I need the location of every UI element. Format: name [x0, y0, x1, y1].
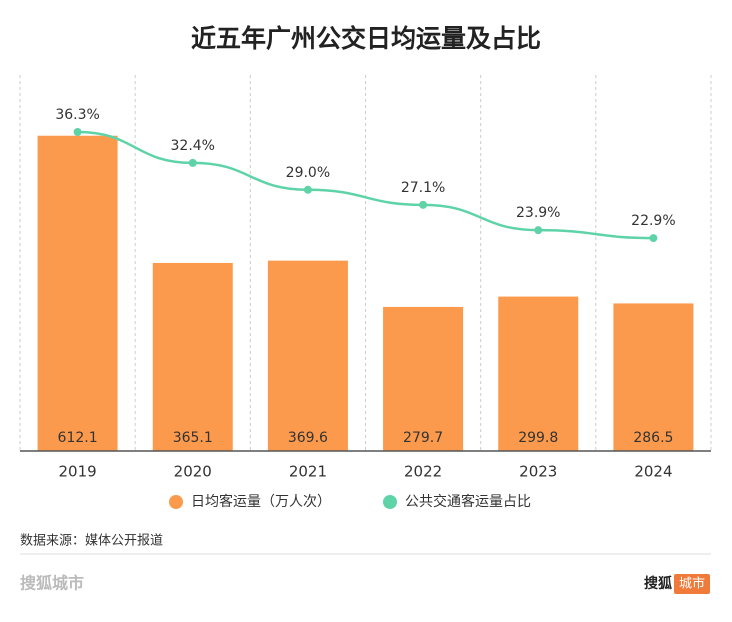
bar-label: 369.6: [288, 430, 328, 446]
point-label: 23.9%: [516, 205, 560, 221]
bar: [37, 135, 118, 452]
line-point: [534, 226, 543, 235]
x-tick-label: 2020: [174, 463, 212, 481]
bar: [383, 306, 464, 451]
legend-swatch: [383, 495, 397, 509]
point-label: 29.0%: [286, 165, 330, 181]
line-point: [303, 185, 312, 194]
point-label: 32.4%: [171, 138, 215, 154]
x-tick-label: 2022: [404, 463, 442, 481]
x-tick-label: 2021: [289, 463, 327, 481]
bar-label: 299.8: [518, 430, 558, 446]
badge-bg: [674, 574, 710, 594]
source: 数据来源：媒体公开报道: [20, 534, 163, 549]
bar-label: 612.1: [58, 430, 98, 446]
footer-left: 搜狐城市: [20, 574, 84, 593]
line: [77, 130, 654, 240]
bar: [152, 262, 233, 451]
point-label: 27.1%: [401, 180, 445, 196]
point-label: 22.9%: [631, 213, 675, 229]
legend-swatch: [169, 495, 183, 509]
bar-label: 365.1: [173, 430, 213, 446]
line-point: [188, 158, 197, 167]
line-point: [419, 200, 428, 209]
line-point: [649, 234, 658, 243]
badge: 城市: [679, 576, 705, 592]
x-tick-label: 2023: [519, 463, 557, 481]
x-tick-label: 2019: [58, 463, 96, 481]
bar: [267, 260, 348, 451]
chart-title: 近五年广州公交日均运量及占比: [191, 24, 541, 53]
bar-label: 286.5: [633, 430, 673, 446]
brand: 搜狐: [644, 575, 672, 592]
point-label: 36.3%: [55, 107, 99, 123]
bar-label: 279.7: [403, 430, 443, 446]
legend-label: 日均客运量（万人次）: [191, 493, 331, 510]
bar: [498, 296, 579, 451]
legend-label: 公共交通客运量占比: [405, 493, 531, 510]
x-tick-label: 2024: [634, 463, 672, 481]
bar: [613, 303, 694, 451]
line-point: [73, 127, 82, 136]
